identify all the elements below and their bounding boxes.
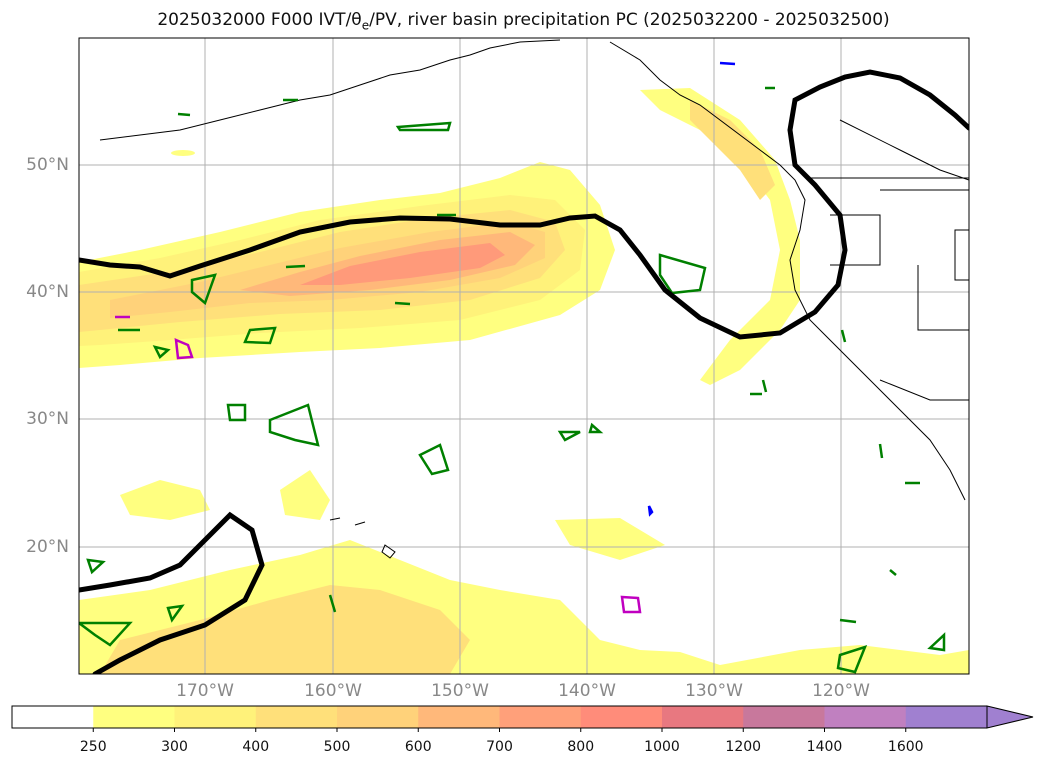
colorbar-tick-label: 700 [486,739,513,755]
colorbar-tick-label: 800 [567,739,595,755]
colorbar-segment [255,706,338,728]
colorbar-extend-arrow [986,705,1034,729]
colorbar-tick-label: 500 [323,739,351,755]
ivt-south-blob-3 [555,518,665,560]
title-theta: θ [351,10,362,30]
colorbar-tick-label: 300 [161,739,188,755]
title-theta-sub: e [361,18,370,33]
ivt-band-800 [300,243,505,285]
colorbar-tick-label: 1200 [725,739,762,755]
lon-label-170w: 170°W [176,681,234,701]
colorbar-segment [580,706,663,728]
colorbar-tick-label: 600 [404,739,432,755]
map-plot [78,37,970,675]
colorbar-segment [337,706,419,728]
colorbar-tick-label: 1600 [887,739,924,755]
colorbar-tick-label: 250 [79,739,107,755]
blue-contours [647,61,736,517]
theta-contours [79,69,969,674]
ivt-south-blob-1 [120,480,210,520]
gridlines [79,38,969,674]
ivt-coastal-band-inner [690,100,775,200]
ivt-south-inner [100,585,470,674]
lat-label-40n: 40°N [26,282,69,302]
lon-label-150w: 150°W [431,681,489,701]
coastlines [99,39,969,559]
lat-label-30n: 30°N [26,409,69,429]
map-frame [78,37,970,675]
lon-label-130w: 130°W [685,681,743,701]
colorbar-segment [824,706,907,728]
colorbar-segment [93,706,175,728]
magenta-contours [115,315,642,614]
colorbar-tick-label: 1000 [644,739,680,755]
lat-label-50n: 50°N [26,155,69,175]
colorbar-segment [662,706,744,728]
colorbar-segment [174,706,257,728]
lon-label-120w: 120°W [812,681,870,701]
colorbar-tick-label: 400 [242,739,270,755]
colorbar-segment [743,706,825,728]
ivt-north-blob [171,150,195,156]
map-title: 2025032000 F000 IVT/θe/PV, river basin p… [0,10,1047,32]
ivt-south-blob-2 [280,470,330,520]
pv-contours [79,86,946,674]
lat-label-20n: 20°N [26,537,69,557]
colorbar-segment [12,706,94,728]
colorbar-segment [499,706,582,728]
colorbar [11,705,1034,732]
title-prefix: 2025032000 F000 IVT/ [157,10,352,30]
colorbar-segment [418,706,500,728]
lon-label-160w: 160°W [304,681,362,701]
colorbar-segment [905,706,988,728]
lon-label-140w: 140°W [558,681,616,701]
title-suffix: /PV, river basin precipitation PC (20250… [369,10,890,30]
colorbar-tick-label: 1400 [806,739,843,755]
